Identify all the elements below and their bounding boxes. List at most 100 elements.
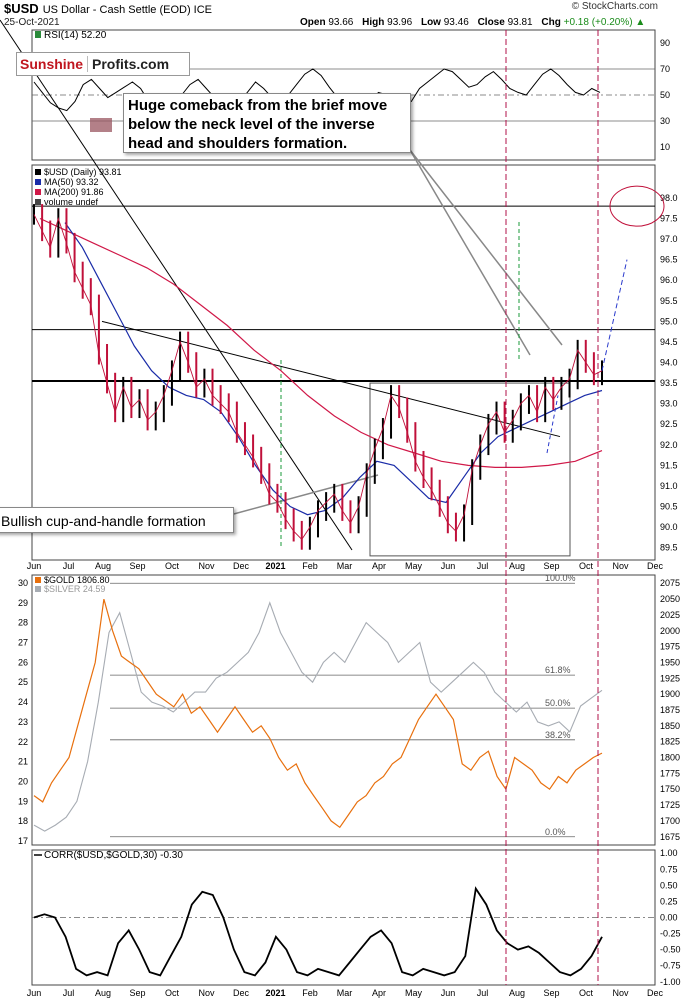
corr-xtick-7: 2021 xyxy=(265,988,285,998)
neckline-trendline xyxy=(101,320,561,438)
high-value: 93.96 xyxy=(387,17,413,28)
annotation-comeback: Huge comeback from the brief move below … xyxy=(123,93,411,153)
usd-price-bars xyxy=(33,204,603,550)
silver-tick-2: 19 xyxy=(18,796,28,806)
silver-tick-1: 18 xyxy=(18,816,28,826)
usd-xtick-17: Nov xyxy=(612,561,629,571)
usd-tick-9: 94.0 xyxy=(660,358,678,368)
silver-tick-5: 22 xyxy=(18,737,28,747)
gold-tick-9: 1900 xyxy=(660,689,680,699)
usd-xtick-10: Apr xyxy=(372,561,386,571)
usd-xtick-12: Jun xyxy=(441,561,456,571)
usd-tick-1: 90.0 xyxy=(660,522,678,532)
usd-legend-swatch-0 xyxy=(35,169,41,175)
corr-xtick-3: Sep xyxy=(129,988,145,998)
corr-xtick-16: Oct xyxy=(579,988,594,998)
annotation-cup-and-handle: Bullish cup-and-handle formation xyxy=(0,507,234,533)
sunshine-profits-logo: Sunshine Profits.com xyxy=(16,52,190,76)
projection-dashed-line xyxy=(601,259,628,371)
silver-tick-8: 25 xyxy=(18,677,28,687)
corr-xtick-12: Jun xyxy=(441,988,456,998)
rsi-line xyxy=(33,68,601,116)
usd-tick-14: 96.5 xyxy=(660,255,678,265)
long-downtrend-line xyxy=(0,19,353,551)
usd-xtick-2: Aug xyxy=(95,561,111,571)
silver-tick-7: 24 xyxy=(18,697,28,707)
usd-tick-0: 89.5 xyxy=(660,543,678,553)
fib-label-2: 50.0% xyxy=(545,698,571,708)
corr-xtick-8: Feb xyxy=(302,988,318,998)
usd-tick-15: 97.0 xyxy=(660,234,678,244)
gold-tick-12: 1975 xyxy=(660,642,680,652)
rsi-tick-0: 10 xyxy=(660,142,670,152)
silver-tick-10: 27 xyxy=(18,638,28,648)
corr-xtick-17: Nov xyxy=(612,988,629,998)
corr-tick-7: 0.75 xyxy=(660,864,678,874)
callout-pointer-3 xyxy=(229,474,379,516)
symbol-description: US Dollar - Cash Settle (EOD) ICE xyxy=(42,4,213,16)
gold-tick-2: 1725 xyxy=(660,800,680,810)
gold-tick-3: 1750 xyxy=(660,784,680,794)
gold-line xyxy=(33,598,603,829)
corr-xtick-18: Dec xyxy=(647,988,664,998)
fib-label-4: 0.0% xyxy=(545,827,566,837)
corr-line xyxy=(33,886,603,977)
corr-tick-1: -0.75 xyxy=(660,961,681,971)
corr-tick-0: -1.00 xyxy=(660,977,681,987)
corr-tick-6: 0.50 xyxy=(660,880,678,890)
corr-tick-4: 0.00 xyxy=(660,913,678,923)
usd-panel-frame xyxy=(31,164,656,561)
rsi-oversold-fill xyxy=(90,118,112,132)
gold-tick-10: 1925 xyxy=(660,673,680,683)
silver-tick-4: 21 xyxy=(18,757,28,767)
corr-xtick-15: Sep xyxy=(543,988,559,998)
usd-tick-2: 90.5 xyxy=(660,502,678,512)
usd-xtick-5: Nov xyxy=(198,561,215,571)
usd-xtick-9: Mar xyxy=(337,561,353,571)
corr-legend: CORR($USD,$GOLD,30) -0.30 xyxy=(44,850,183,861)
symbol-title: $USD US Dollar - Cash Settle (EOD) ICE xyxy=(4,1,212,16)
close-value: 93.81 xyxy=(507,17,533,28)
usd-tick-11: 95.0 xyxy=(660,316,678,326)
usd-xtick-8: Feb xyxy=(302,561,318,571)
rsi-legend: RSI(14) 52.20 xyxy=(44,30,107,41)
usd-xtick-11: May xyxy=(405,561,423,571)
usd-legend-swatch-1 xyxy=(35,179,41,185)
corr-xtick-1: Jul xyxy=(63,988,75,998)
usd-xtick-3: Sep xyxy=(129,561,145,571)
gold-tick-8: 1875 xyxy=(660,705,680,715)
ma200-line xyxy=(39,217,603,468)
gold-tick-5: 1800 xyxy=(660,753,680,763)
corr-xtick-13: Jul xyxy=(477,988,489,998)
corr-xtick-9: Mar xyxy=(337,988,353,998)
rsi-tick-4: 90 xyxy=(660,38,670,48)
callout-pointer-1 xyxy=(409,149,531,356)
open-label: Open xyxy=(300,17,326,28)
silver-tick-6: 23 xyxy=(18,717,28,727)
metals-legend-swatch-0 xyxy=(35,577,41,583)
corr-tick-8: 1.00 xyxy=(660,848,678,858)
rsi-legend-icon xyxy=(35,31,41,38)
corr-tick-5: 0.25 xyxy=(660,896,678,906)
chg-label: Chg xyxy=(541,17,561,28)
gold-tick-0: 1675 xyxy=(660,832,680,842)
fib-label-0: 100.0% xyxy=(545,573,576,583)
usd-tick-3: 91.0 xyxy=(660,481,678,491)
usd-xtick-6: Dec xyxy=(233,561,250,571)
corr-xtick-2: Aug xyxy=(95,988,111,998)
gold-tick-13: 2000 xyxy=(660,626,680,636)
usd-legend-1: MA(50) 93.32 xyxy=(44,177,99,187)
open-value: 93.66 xyxy=(328,17,354,28)
stockcharts-credit[interactable]: © StockCharts.com xyxy=(571,1,658,12)
metals-panel-frame xyxy=(31,574,656,846)
low-value: 93.46 xyxy=(443,17,469,28)
silver-tick-11: 28 xyxy=(18,618,28,628)
metals-legend-0: $GOLD 1806.80 xyxy=(44,575,110,585)
symbol-ticker: $USD xyxy=(4,1,39,16)
gold-tick-14: 2025 xyxy=(660,610,680,620)
usd-price-line xyxy=(33,214,603,541)
low-label: Low xyxy=(420,17,441,28)
corr-xtick-14: Aug xyxy=(509,988,525,998)
logo-part-1: Sunshine xyxy=(20,56,84,72)
